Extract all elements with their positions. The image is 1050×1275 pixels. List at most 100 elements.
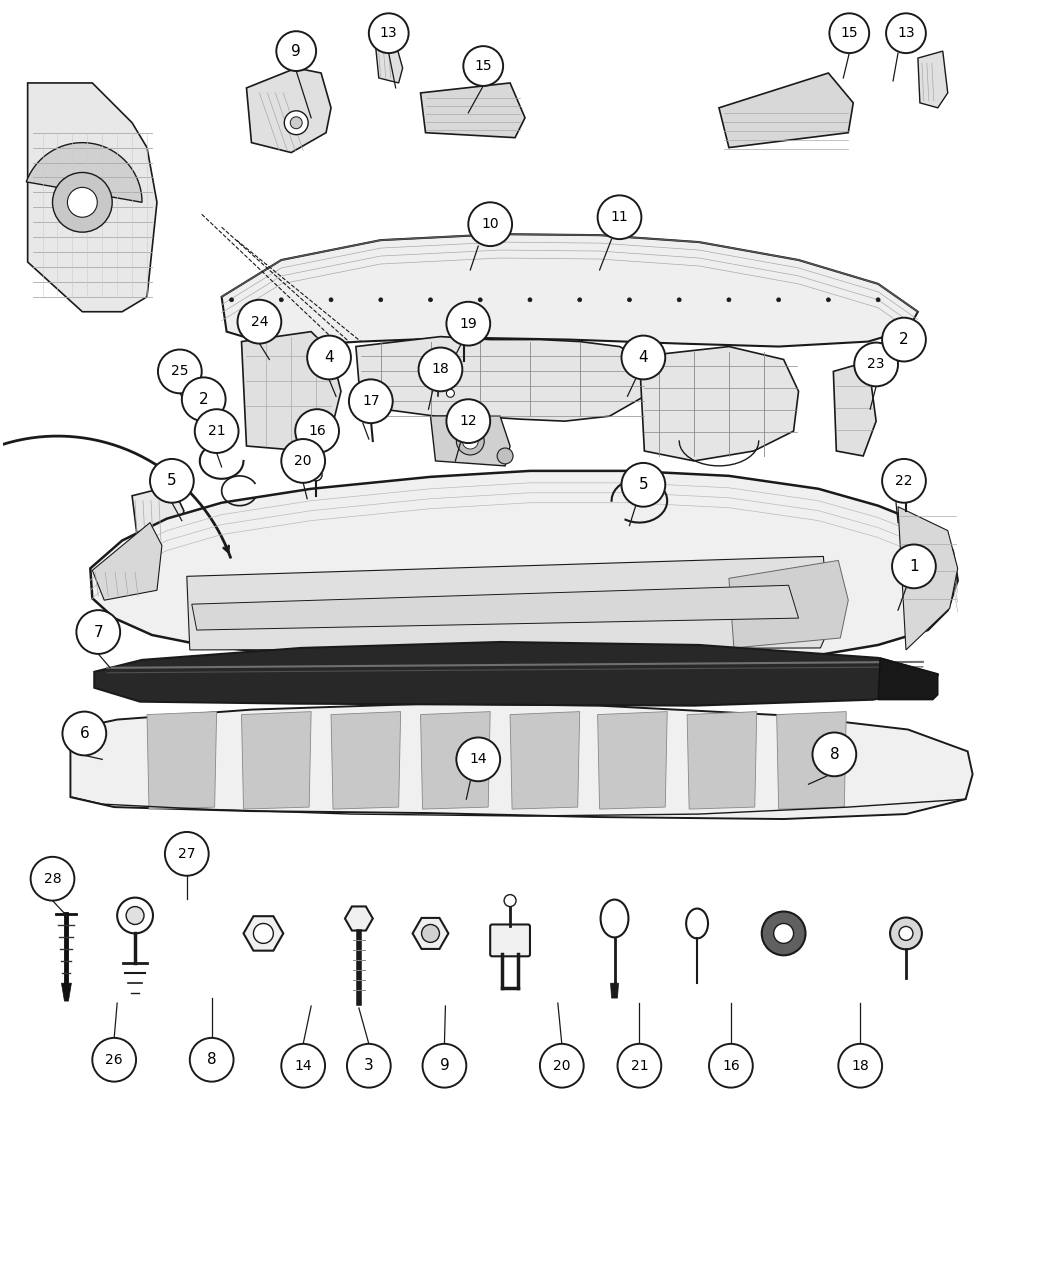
Text: 1: 1 [909,558,919,574]
Text: 10: 10 [481,217,499,231]
Text: 18: 18 [432,362,449,376]
Circle shape [901,479,911,490]
Circle shape [190,1038,233,1081]
Polygon shape [94,643,938,705]
Circle shape [774,923,794,944]
Circle shape [504,895,516,907]
Circle shape [578,298,582,302]
Text: 15: 15 [475,59,492,73]
Circle shape [52,172,112,232]
Polygon shape [92,523,162,601]
Text: 24: 24 [251,315,268,329]
Polygon shape [421,711,490,810]
Circle shape [434,372,443,382]
Circle shape [463,46,503,85]
Polygon shape [421,83,525,138]
Polygon shape [719,73,854,148]
Text: 9: 9 [291,43,301,59]
Polygon shape [242,332,341,451]
Circle shape [194,409,238,453]
Polygon shape [27,83,156,311]
Circle shape [468,203,512,246]
Circle shape [446,389,455,398]
Polygon shape [687,711,757,810]
Polygon shape [898,506,958,650]
Polygon shape [331,711,401,810]
Circle shape [281,439,326,483]
Circle shape [459,330,470,342]
Text: 14: 14 [469,752,487,766]
Text: 14: 14 [294,1058,312,1072]
Circle shape [446,302,490,346]
Text: 11: 11 [611,210,628,224]
Circle shape [165,833,209,876]
Text: 20: 20 [294,454,312,468]
Polygon shape [62,983,71,1001]
Circle shape [237,300,281,343]
Ellipse shape [686,909,708,938]
Circle shape [92,1038,136,1081]
Circle shape [628,298,631,302]
Polygon shape [222,235,918,347]
Text: 5: 5 [638,477,648,492]
Text: 2: 2 [198,391,209,407]
Polygon shape [242,711,311,810]
Circle shape [497,448,513,464]
Circle shape [540,1044,584,1088]
Circle shape [428,298,433,302]
Circle shape [838,1044,882,1088]
Polygon shape [610,983,618,998]
Circle shape [182,377,226,421]
Text: 8: 8 [830,747,839,762]
Circle shape [365,411,376,421]
Text: 17: 17 [362,394,380,408]
Circle shape [892,544,936,588]
Circle shape [310,469,322,481]
Polygon shape [510,711,580,810]
Text: 28: 28 [44,872,61,886]
Polygon shape [90,470,958,664]
Circle shape [528,298,532,302]
Circle shape [882,459,926,502]
Circle shape [876,298,880,302]
Text: 12: 12 [460,414,477,428]
Circle shape [316,442,327,451]
Circle shape [281,1044,326,1088]
Circle shape [813,733,856,776]
Circle shape [62,711,106,755]
Circle shape [617,1044,662,1088]
Text: 15: 15 [840,27,858,41]
Circle shape [285,111,308,135]
Text: 6: 6 [80,725,89,741]
Circle shape [886,13,926,54]
Circle shape [290,117,302,129]
Text: 26: 26 [105,1053,123,1067]
Text: 27: 27 [178,847,195,861]
Text: 13: 13 [897,27,915,41]
FancyBboxPatch shape [490,924,530,956]
Polygon shape [430,416,510,465]
Circle shape [890,918,922,950]
Circle shape [882,317,926,362]
Circle shape [369,13,408,54]
Text: 5: 5 [167,473,176,488]
Circle shape [478,298,482,302]
Polygon shape [413,918,448,949]
Polygon shape [345,907,373,931]
Text: 9: 9 [440,1058,449,1074]
Text: 2: 2 [899,332,909,347]
Polygon shape [26,143,142,203]
Circle shape [349,380,393,423]
Circle shape [597,195,642,240]
Circle shape [761,912,805,955]
Circle shape [727,298,731,302]
Circle shape [279,298,284,302]
Polygon shape [777,711,846,810]
Polygon shape [376,43,402,83]
Polygon shape [356,337,649,421]
Circle shape [308,335,351,380]
Polygon shape [639,347,799,462]
Ellipse shape [601,900,629,937]
Polygon shape [147,711,216,810]
Text: 19: 19 [460,316,477,330]
